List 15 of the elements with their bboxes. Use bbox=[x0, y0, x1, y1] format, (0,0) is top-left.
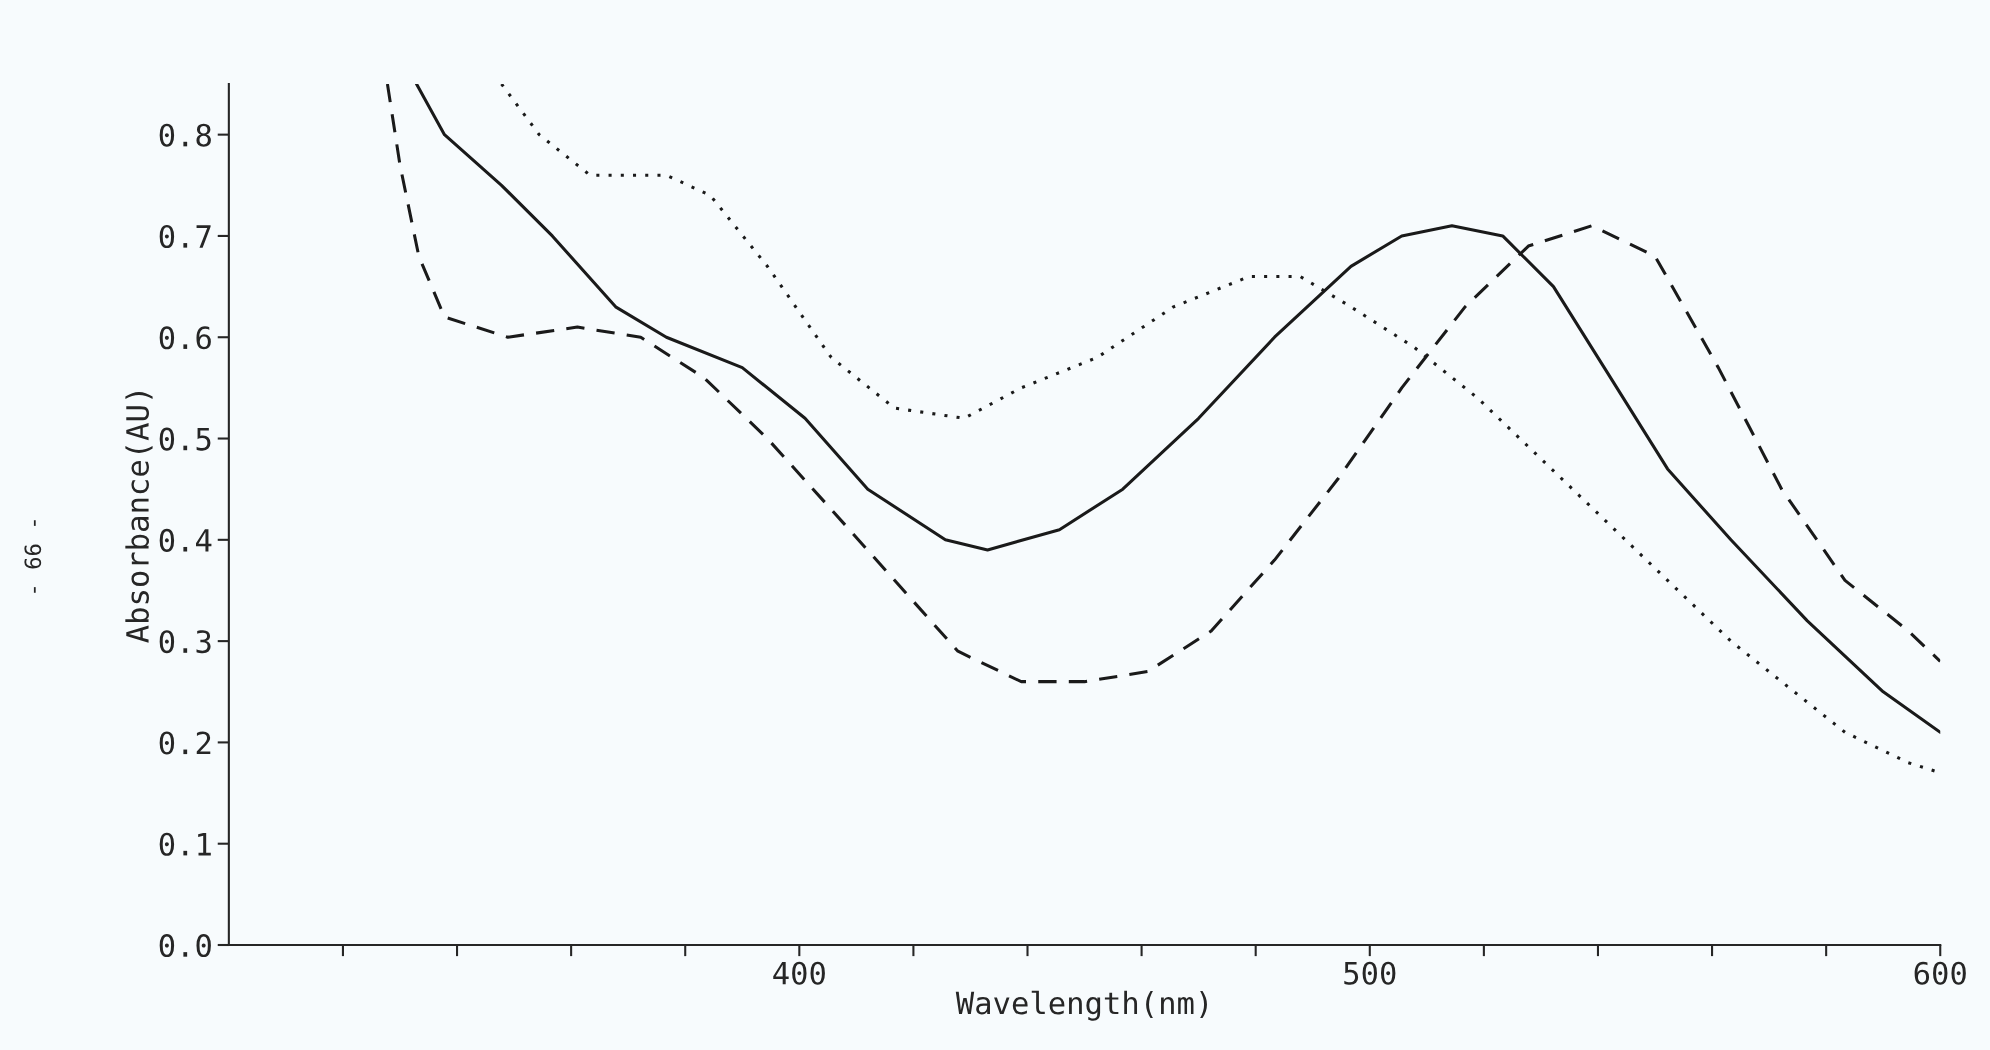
y-tick-label: 0.1 bbox=[159, 832, 211, 856]
x-tick-label: 400 bbox=[773, 961, 825, 985]
y-axis-title: Absorbance(AU) bbox=[125, 392, 153, 643]
y-tick-label: 0.3 bbox=[159, 630, 211, 654]
x-tick-label: 600 bbox=[1914, 961, 1966, 985]
x-axis-title: Wavelength(nm) bbox=[955, 990, 1207, 1021]
y-tick-label: 0.8 bbox=[159, 123, 211, 147]
y-tick-label: 0.4 bbox=[159, 528, 212, 552]
y-tick-label: 0.6 bbox=[159, 326, 211, 350]
y-tick-label: 0.2 bbox=[159, 731, 211, 755]
y-tick-label: 0.7 bbox=[159, 224, 211, 249]
text: - 66 - bbox=[24, 520, 42, 593]
y-tick-label: 0.5 bbox=[159, 427, 211, 451]
x-tick-label: 500 bbox=[1344, 961, 1396, 985]
y-tick-label: 0.0 bbox=[159, 934, 211, 958]
